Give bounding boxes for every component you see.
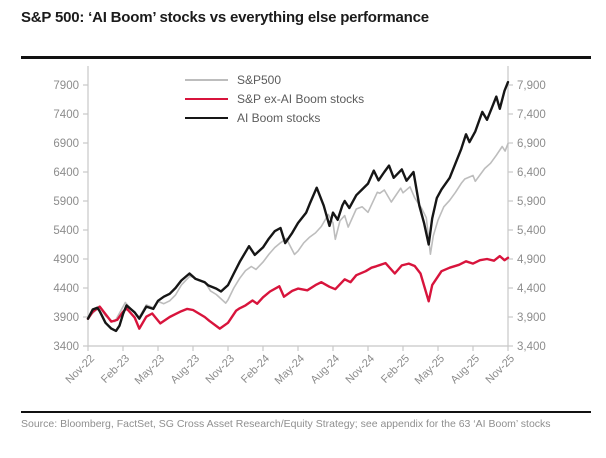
legend-swatch-ex-ai-boom: [185, 97, 228, 101]
bottom-separator-rule: [21, 411, 591, 413]
y-tick-label-right: 6,900: [517, 138, 546, 150]
x-tick-label: Aug-25: [449, 353, 483, 387]
y-tick-label-left: 6900: [53, 138, 79, 150]
series-line-s-p-ex-ai-boom-stocks: [86, 254, 510, 330]
x-tick-label: Nov-24: [344, 353, 378, 387]
y-tick-label-right: 7,400: [517, 109, 546, 121]
y-tick-label-right: 3,400: [517, 341, 546, 353]
y-tick-label-left: 3400: [53, 341, 79, 353]
top-separator-rule: [21, 56, 591, 59]
y-tick-label-right: 4,900: [517, 254, 546, 266]
x-tick-label: Feb-25: [379, 353, 412, 386]
y-tick-label-left: 3900: [53, 312, 79, 324]
legend-item-sp500: S&P500: [185, 72, 364, 88]
legend-swatch-ai-boom: [185, 116, 228, 120]
x-tick-label: Nov-25: [484, 353, 518, 387]
y-tick-label-left: 6400: [53, 167, 79, 179]
legend-item-ex-ai-boom: S&P ex-AI Boom stocks: [185, 91, 364, 107]
x-tick-label: Aug-23: [169, 353, 203, 387]
legend-label-ex-ai-boom: S&P ex-AI Boom stocks: [237, 92, 365, 106]
x-tick-label: Feb-24: [239, 353, 272, 386]
y-tick-label-right: 3,900: [517, 312, 546, 324]
series-line-s-p500: [87, 142, 509, 323]
y-tick-label-right: 5,900: [517, 196, 546, 208]
x-tick-label: Aug-24: [309, 353, 343, 387]
legend-item-ai-boom: AI Boom stocks: [185, 110, 364, 126]
chart-legend: S&P500 S&P ex-AI Boom stocks AI Boom sto…: [185, 72, 364, 126]
series-line-ai-boom-stocks: [86, 80, 510, 333]
y-tick-label-left: 4400: [53, 283, 79, 295]
legend-label-ai-boom: AI Boom stocks: [237, 111, 321, 125]
y-tick-label-right: 7,900: [517, 80, 546, 92]
x-tick-label: May-23: [133, 353, 167, 387]
chart-title: S&P 500: ‘AI Boom’ stocks vs everything …: [21, 9, 429, 26]
y-tick-label-right: 5,400: [517, 225, 546, 237]
y-tick-label-left: 7400: [53, 109, 79, 121]
legend-label-sp500: S&P500: [237, 73, 282, 87]
x-tick-label: May-25: [413, 353, 447, 387]
source-note: Source: Bloomberg, FactSet, SG Cross Ass…: [21, 418, 551, 430]
y-tick-label-left: 4900: [53, 254, 79, 266]
x-tick-label: Nov-22: [64, 353, 98, 387]
legend-swatch-sp500: [185, 79, 228, 81]
y-tick-label-left: 7900: [53, 80, 79, 92]
y-tick-label-right: 6,400: [517, 167, 546, 179]
y-tick-label-left: 5400: [53, 225, 79, 237]
y-tick-label-left: 5900: [53, 196, 79, 208]
x-tick-label: May-24: [273, 353, 307, 387]
y-tick-label-right: 4,400: [517, 283, 546, 295]
x-tick-label: Nov-23: [204, 353, 238, 387]
x-tick-label: Feb-23: [99, 353, 132, 386]
